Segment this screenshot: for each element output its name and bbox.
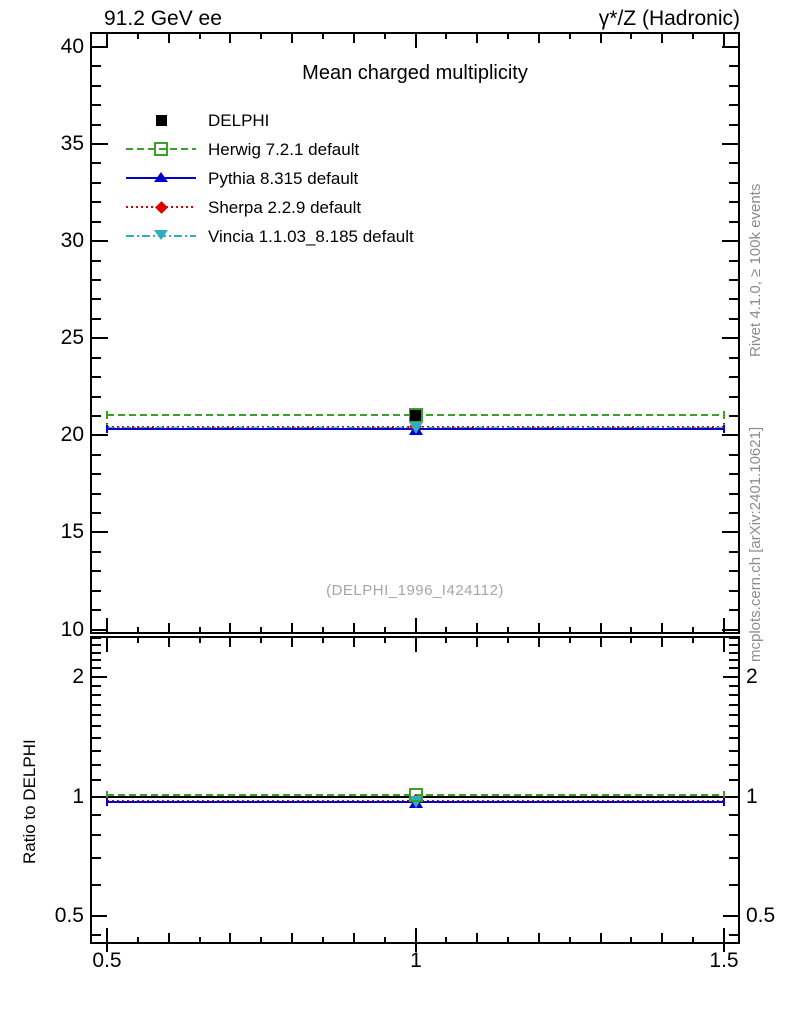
x-tick-label: 1.5	[709, 949, 739, 972]
ratio-tick-label-right: 0.5	[746, 904, 776, 927]
legend-label: Pythia 8.315 default	[208, 168, 359, 188]
legend-item-herwig: Herwig 7.2.1 default	[126, 135, 414, 164]
ratio-tick-label-right: 1	[746, 785, 758, 808]
legend-item-delphi: DELPHI	[126, 106, 414, 135]
triangle-down-icon	[154, 230, 168, 240]
legend-label: DELPHI	[208, 110, 270, 130]
beam-energy-label: 91.2 GeV ee	[104, 7, 222, 30]
x-tick-outer	[723, 944, 725, 952]
y-main-tick-label: 25	[60, 326, 84, 349]
ratio-tick-label-right: 2	[746, 665, 758, 688]
legend-item-pythia: Pythia 8.315 default	[126, 164, 414, 193]
x-tick-label: 1	[410, 949, 422, 972]
x-tick-outer	[415, 944, 417, 952]
legend-sample	[126, 164, 196, 193]
triangle-up-icon	[154, 172, 168, 182]
legend: DELPHI Herwig 7.2.1 default Pythia 8.315 d…	[126, 106, 414, 251]
y-main-tick-label: 15	[60, 520, 84, 543]
ratio-tick-label-left: 1	[72, 785, 84, 808]
y-main-tick-label: 35	[60, 132, 84, 155]
y-main-tick-label: 40	[60, 35, 84, 58]
analysis-watermark: (DELPHI_1996_I424112)	[326, 582, 504, 599]
legend-sample	[126, 193, 196, 222]
legend-label: Sherpa 2.2.9 default	[208, 197, 362, 217]
ratio-axis-label: Ratio to DELPHI	[20, 739, 39, 864]
ratio-tick-label-left: 2	[72, 665, 84, 688]
legend-sample	[126, 135, 196, 164]
ratio-panel	[90, 636, 740, 944]
rivet-version-note: Rivet 4.1.0, ≥ 100k events	[747, 183, 764, 357]
ratio-tick-label-left: 0.5	[54, 904, 84, 927]
legend-line	[126, 148, 196, 150]
y-main-tick-label: 30	[60, 229, 84, 252]
legend-label: Vincia 1.1.03_8.185 default	[208, 226, 414, 246]
y-main-tick-label: 20	[60, 423, 84, 446]
square-open-icon	[154, 142, 168, 156]
x-tick-outer	[106, 944, 108, 952]
x-tick-label: 0.5	[92, 949, 122, 972]
legend-sample	[126, 222, 196, 251]
legend-label: Herwig 7.2.1 default	[208, 139, 360, 159]
legend-item-sherpa: Sherpa 2.2.9 default	[126, 193, 414, 222]
legend-item-vincia: Vincia 1.1.03_8.185 default	[126, 222, 414, 251]
square-filled-icon	[156, 115, 167, 126]
legend-sample	[126, 106, 196, 135]
diamond-icon	[155, 201, 168, 214]
plot-title: Mean charged multiplicity	[302, 62, 528, 84]
main-panel	[90, 32, 740, 634]
process-label: γ*/Z (Hadronic)	[598, 7, 740, 30]
mcplots-arxiv-note: mcplots.cern.ch [arXiv:2401.10621]	[747, 426, 764, 662]
y-main-tick-label: 10	[60, 618, 84, 641]
